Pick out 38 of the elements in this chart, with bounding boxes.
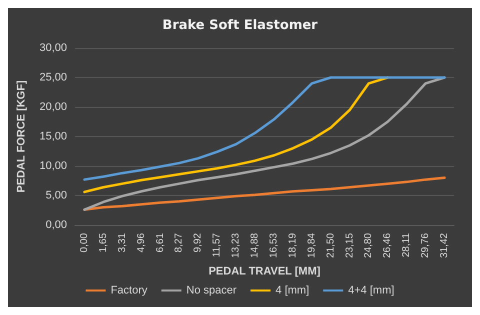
x-tick-label: 31,42 <box>439 232 450 258</box>
x-tick-label: 11,57 <box>212 232 223 258</box>
y-tick-label: 25,00 <box>39 72 67 84</box>
x-axis-title: PEDAL TRAVEL [MM] <box>208 265 321 278</box>
x-tick-label: 21,50 <box>325 232 336 258</box>
x-tick-label: 24,80 <box>363 232 374 258</box>
line-series <box>83 76 446 211</box>
y-tick-label: 10,00 <box>39 160 67 172</box>
line-series <box>83 76 389 194</box>
x-tick-label: 18,19 <box>287 232 298 258</box>
x-tick-label: 23,15 <box>344 232 356 258</box>
legend-label: 4+4 [mm] <box>348 284 394 296</box>
x-tick-label: 6,61 <box>154 232 166 252</box>
legend-label: Factory <box>110 284 148 296</box>
x-tick-label: 3,31 <box>116 232 128 252</box>
x-tick-label: 29,76 <box>420 232 432 258</box>
line-series <box>83 176 446 211</box>
x-tick-label: 8,27 <box>174 232 185 252</box>
line-series <box>83 76 446 181</box>
x-tick-label: 14,88 <box>250 232 261 258</box>
y-tick-label: 20,00 <box>39 101 67 113</box>
x-tick-label: 26,46 <box>382 232 394 258</box>
chart-title: Brake Soft Elastomer <box>162 18 318 33</box>
x-tick-label: 4,96 <box>136 232 147 252</box>
y-tick-label: 15,00 <box>39 130 67 142</box>
y-tick-label: 0,00 <box>46 219 67 231</box>
y-tick-label: 30,00 <box>39 42 67 54</box>
y-tick-label: 5,00 <box>46 190 67 202</box>
y-axis-title: PEDAL FORCE [KGF] <box>16 80 28 193</box>
x-tick-label: 16,53 <box>268 232 280 258</box>
x-tick-label: 1,65 <box>98 232 109 252</box>
x-tick-label: 28,11 <box>401 232 412 258</box>
x-tick-label: 0,00 <box>78 232 90 252</box>
x-tick-label: 19,84 <box>306 232 318 258</box>
legend-label: No spacer <box>186 284 237 296</box>
legend-label: 4 [mm] <box>276 284 310 296</box>
x-tick-label: 13,23 <box>230 232 242 258</box>
x-tick-label: 9,92 <box>192 232 204 252</box>
